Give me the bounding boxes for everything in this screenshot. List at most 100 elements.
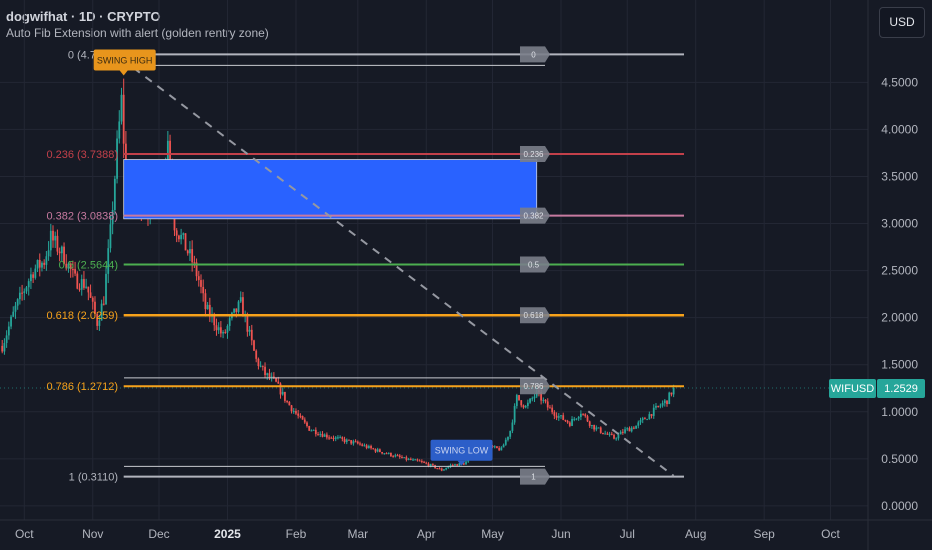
candle-body (56, 235, 59, 252)
candle-body (32, 274, 35, 278)
candle-body (226, 325, 229, 333)
candle-body (348, 439, 350, 441)
candle-body (356, 441, 359, 444)
candle-body (332, 437, 335, 439)
candle-body (584, 414, 587, 417)
candle-body (405, 457, 408, 460)
candle-body (186, 250, 189, 254)
candle-body (195, 262, 198, 277)
candle-body (317, 434, 319, 436)
candle-body (445, 468, 448, 470)
fib-tag-0.382-text: 0.382 (523, 212, 544, 221)
candle-body (493, 446, 496, 448)
candle-body (96, 313, 99, 326)
candle-body (325, 434, 328, 438)
candle-body (378, 449, 381, 453)
candle-body (34, 268, 37, 278)
candle-body (208, 304, 211, 317)
candle-body (38, 259, 41, 268)
candle-body (571, 419, 573, 426)
candle-body (339, 437, 342, 439)
candle-body (549, 407, 551, 409)
candle-body (5, 335, 8, 343)
candle-body (202, 286, 205, 294)
candle-body (608, 433, 611, 435)
candle-body (610, 433, 613, 435)
candle-body (425, 462, 428, 464)
candle-body (374, 449, 377, 452)
fib-label-0.382: 0.382 (3.0838) (46, 211, 118, 223)
candle-body (515, 395, 518, 406)
time-tick-label: Jul (620, 527, 635, 541)
candle-body (560, 415, 562, 417)
candle-body (372, 448, 375, 450)
candle-body (573, 418, 576, 420)
candle-body (213, 314, 216, 326)
swing-high-label-bg (93, 49, 156, 71)
candle-body (63, 246, 65, 264)
candle-body (365, 445, 368, 449)
symbol-tag-bg (829, 378, 876, 398)
candle-body (595, 427, 598, 430)
time-tick-label: Nov (82, 527, 103, 541)
candle-body (290, 405, 293, 412)
candle-body (458, 463, 461, 466)
candle-body (189, 249, 191, 254)
candle-body (451, 465, 454, 467)
candle-body (564, 419, 567, 421)
candle-body (341, 437, 344, 440)
candle-body (624, 429, 626, 433)
candle-body (533, 396, 536, 399)
candle-body (401, 457, 403, 459)
currency-button[interactable]: USD (879, 7, 925, 38)
candle-body (323, 434, 326, 437)
candle-body (314, 429, 317, 435)
candle-body (277, 381, 280, 384)
candle-body (659, 405, 662, 407)
symbol-title[interactable]: dogwifhat · 1D · CRYPTO (6, 9, 161, 24)
candle-body (456, 464, 459, 466)
time-tick-label: Jun (551, 527, 570, 541)
candle-body (498, 448, 501, 451)
candle-body (398, 455, 401, 458)
candle-body (334, 437, 337, 439)
fib-tag-1-shape (520, 468, 550, 485)
candle-body (281, 391, 284, 395)
candle-body (261, 365, 264, 367)
price-tick-label: 0.0000 (881, 499, 918, 513)
candle-body (297, 413, 300, 416)
candle-body (219, 327, 222, 334)
candle-body (354, 441, 357, 443)
candle-body (588, 421, 591, 426)
candle-body (292, 411, 295, 413)
candle-body (414, 459, 417, 461)
candle-body (586, 416, 589, 422)
candle-body (166, 140, 169, 164)
candle-body (14, 305, 17, 312)
candle-body (650, 414, 653, 416)
candle-body (617, 434, 620, 439)
candle-body (178, 235, 180, 240)
time-tick-label: Dec (148, 527, 169, 541)
candle-body (462, 463, 465, 465)
candle-body (124, 143, 127, 174)
candle-body (597, 427, 600, 429)
candle-body (308, 426, 311, 431)
candle-body (465, 461, 467, 465)
candle-body (12, 311, 15, 317)
candle-body (606, 433, 609, 435)
fib-tag-1-text: 1 (531, 473, 536, 482)
candle-body (431, 464, 434, 466)
symbol-tag: WIFUSD (831, 383, 874, 395)
candle-body (242, 297, 244, 317)
candle-body (562, 415, 565, 420)
fib-label-0.236: 0.236 (3.7388) (46, 149, 118, 161)
candle-body (184, 233, 187, 251)
candle-body (361, 444, 364, 446)
candle-body (644, 418, 646, 420)
candle-body (668, 392, 671, 405)
candle-body (312, 429, 315, 431)
indicator-title[interactable]: Auto Fib Extension with alert (golden re… (6, 26, 269, 40)
candle-body (509, 430, 512, 437)
